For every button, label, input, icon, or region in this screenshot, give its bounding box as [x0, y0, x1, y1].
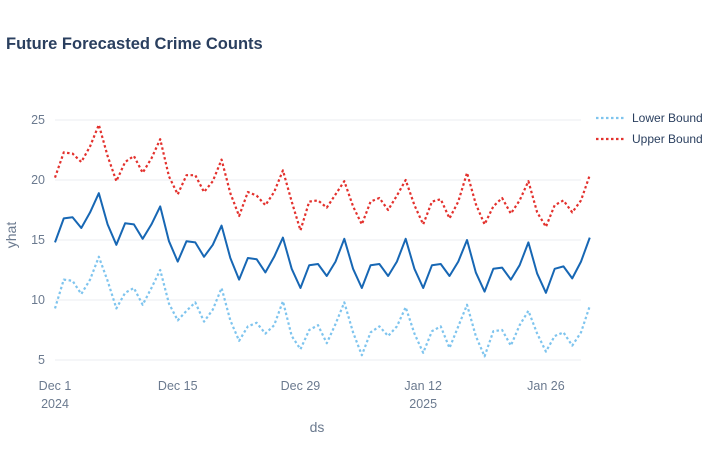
y-tick-label: 10: [31, 293, 45, 307]
y-axis-ticks: 5 10 15 20 25: [31, 113, 45, 367]
x-tick-sublabel: 2024: [41, 397, 69, 411]
legend-swatch: [596, 137, 626, 140]
legend-label: Lower Bound: [632, 110, 703, 125]
x-axis-ticks: Dec 1 2024 Dec 15 Dec 29 Jan 12 2025 Jan 26: [39, 379, 565, 411]
gridlines: [55, 119, 581, 361]
upper-bound-line: [53, 123, 591, 232]
x-tick-label: Jan 12: [404, 379, 442, 393]
y-tick-label: 15: [31, 233, 45, 247]
x-axis-title: ds: [310, 419, 325, 435]
legend-swatch: [596, 116, 626, 119]
lower-bound-line: [53, 255, 591, 358]
x-tick-sublabel: 2025: [409, 397, 437, 411]
x-tick-label: Dec 15: [158, 379, 198, 393]
x-tick-label: Dec 1: [39, 379, 72, 393]
series-lines: [53, 123, 591, 358]
legend-item-lower-bound[interactable]: Lower Bound: [596, 107, 703, 128]
chart-title: Future Forecasted Crime Counts: [6, 35, 263, 53]
y-tick-label: 5: [38, 353, 45, 367]
y-tick-label: 25: [31, 113, 45, 127]
x-tick-label: Jan 26: [527, 379, 565, 393]
legend-item-upper-bound[interactable]: Upper Bound: [596, 128, 703, 149]
forecast-line: [54, 192, 591, 294]
legend-label: Upper Bound: [632, 131, 703, 146]
y-axis-title: yhat: [3, 222, 19, 249]
legend[interactable]: Lower Bound Upper Bound: [596, 107, 703, 149]
y-tick-label: 20: [31, 173, 45, 187]
x-tick-label: Dec 29: [281, 379, 321, 393]
